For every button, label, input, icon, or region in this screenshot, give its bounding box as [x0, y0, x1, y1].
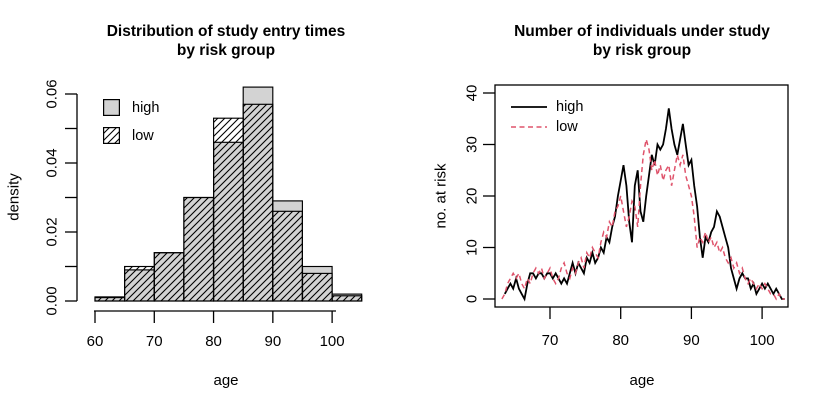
legend-label-high: high [556, 99, 584, 115]
y-tick-label: 0.00 [44, 286, 61, 315]
histogram-legend: high low [103, 99, 159, 155]
x-tick-label: 90 [264, 333, 281, 350]
left-title-line2: by risk group [176, 42, 276, 59]
histogram-panel: 0.00 0.02 0.04 0.06 60 70 80 90 100 [44, 79, 363, 350]
series-line-low [501, 139, 785, 301]
legend-row-low: low [511, 117, 583, 137]
hist-bar-low [153, 252, 185, 302]
legend-label-low: low [556, 119, 578, 135]
right-panel-title: Number of individuals under study by ris… [494, 22, 790, 60]
x-tick-label: 80 [205, 333, 222, 350]
high-filled-swatch-icon [103, 99, 120, 116]
right-title-line2: by risk group [592, 42, 692, 59]
y-tick-label: 0.06 [44, 79, 61, 108]
x-tick-label: 100 [750, 332, 775, 349]
solid-line-swatch-icon [511, 106, 547, 108]
left-y-axis-title: density [5, 173, 23, 221]
x-tick-label: 70 [542, 332, 559, 349]
hist-bar-low [213, 117, 244, 302]
y-tick-label: 10 [464, 239, 481, 256]
hist-bar-low [124, 265, 155, 302]
left-x-axis-title: age [213, 372, 239, 389]
legend-label-high: high [132, 99, 160, 116]
right-y-axis-title: no. at risk [432, 163, 450, 229]
y-tick-label: 40 [464, 85, 481, 102]
hist-bar-low [331, 295, 363, 302]
x-tick-label: 70 [146, 333, 163, 350]
left-panel-title: Distribution of study entry times by ris… [80, 22, 372, 60]
y-tick-label: 0 [464, 295, 481, 303]
hist-bar-low [94, 296, 126, 302]
legend-row-high: high [103, 99, 159, 116]
line-panel: 0 10 20 30 40 70 80 90 100 [464, 84, 789, 349]
y-tick-label: 30 [464, 136, 481, 153]
legend-row-high: high [511, 97, 583, 117]
hist-bar-low [183, 196, 215, 302]
right-title-line1: Number of individuals under study [514, 23, 770, 40]
x-tick-label: 60 [87, 333, 104, 350]
hist-bar-low [272, 210, 303, 302]
x-tick-label: 80 [612, 332, 629, 349]
x-tick-label: 90 [683, 332, 700, 349]
x-tick-label: 100 [320, 333, 345, 350]
y-tick-label: 20 [464, 188, 481, 205]
hist-bar-low [242, 103, 274, 302]
y-tick-label: 0.04 [44, 148, 61, 177]
low-hatched-swatch-icon [103, 127, 120, 144]
left-title-line1: Distribution of study entry times [106, 23, 346, 40]
hist-bar-low [301, 272, 333, 302]
y-tick-label: 0.02 [44, 217, 61, 246]
legend-label-low: low [132, 127, 154, 144]
legend-row-low: low [103, 127, 159, 144]
line-chart-legend: high low [511, 97, 583, 137]
dashed-line-swatch-icon [511, 126, 547, 128]
right-x-axis-title: age [629, 372, 655, 389]
